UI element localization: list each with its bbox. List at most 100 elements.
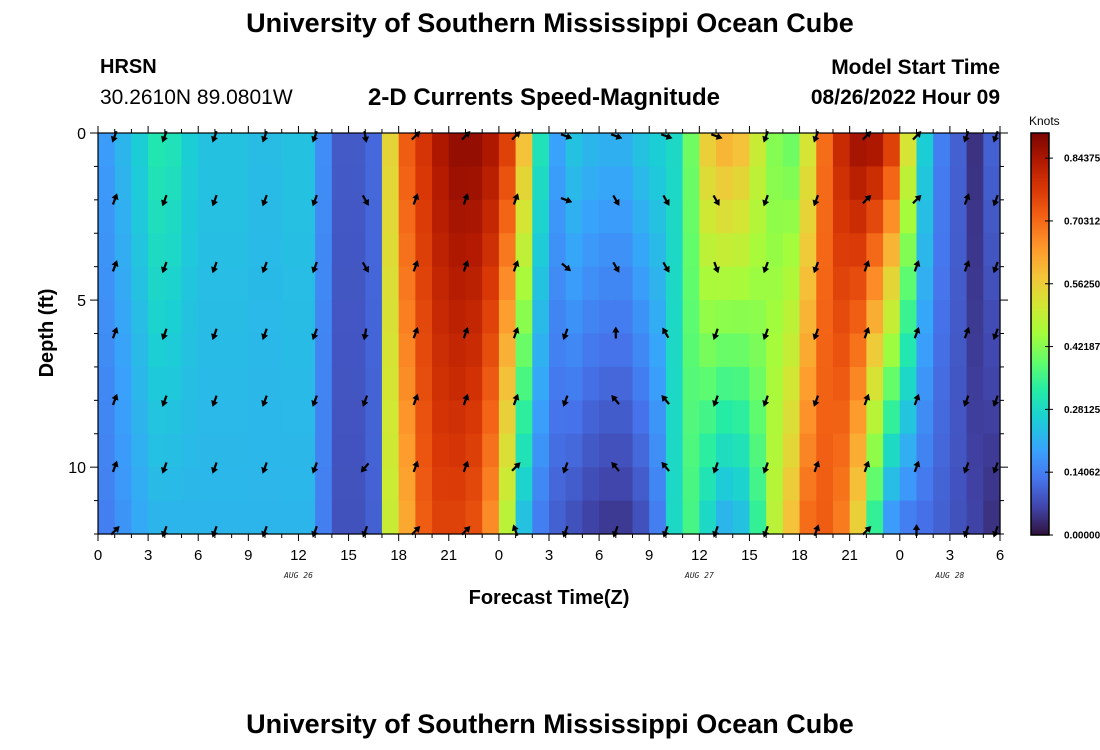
current-arrow (662, 261, 670, 273)
heatmap-cell (365, 366, 383, 401)
x-tick-label: 12 (290, 547, 307, 564)
heatmap-cell (298, 500, 316, 535)
heatmap-cell (899, 133, 918, 168)
heatmap-cell (983, 266, 1001, 301)
current-arrow (712, 261, 720, 274)
heatmap-cell (98, 300, 116, 335)
heatmap-cell (465, 166, 483, 201)
heatmap-cell (348, 500, 366, 535)
heatmap-cell (298, 467, 316, 502)
heatmap-cell (114, 333, 132, 368)
heatmap-cell (498, 133, 517, 168)
heatmap-cell (916, 133, 934, 168)
heatmap-cell (949, 467, 968, 502)
heatmap-cell (315, 233, 333, 268)
heatmap-cell (365, 133, 383, 168)
current-arrow (311, 328, 319, 341)
heatmap-cell (883, 333, 901, 368)
heatmap-cell (665, 266, 684, 301)
heatmap-cell (832, 233, 851, 268)
heatmap-cell (665, 366, 684, 401)
heatmap-cell (148, 199, 166, 234)
heatmap-cell (131, 233, 149, 268)
heatmap-cell (331, 400, 350, 435)
heatmap-cell (448, 500, 467, 535)
heatmap-cell (933, 500, 951, 535)
heatmap-cell (699, 400, 717, 435)
heatmap-cell (849, 133, 867, 168)
current-arrow (662, 194, 670, 206)
heatmap-cell (966, 433, 984, 468)
current-arrow (261, 194, 269, 207)
heatmap-cell (365, 400, 383, 435)
heatmap-cell (131, 366, 149, 401)
heatmap-cell (498, 400, 517, 435)
heatmap-cell (916, 467, 934, 502)
heatmap-cell (599, 300, 617, 335)
heatmap-cell (949, 500, 968, 535)
heatmap-cell (766, 400, 784, 435)
heatmap-cell (782, 366, 801, 401)
heatmap-cell (448, 433, 467, 468)
heatmap-cell (231, 266, 249, 301)
heatmap-cell (248, 266, 266, 301)
heatmap-cell (465, 333, 483, 368)
heatmap-cell (515, 266, 533, 301)
heatmap-cell (816, 233, 834, 268)
heatmap-cell (549, 233, 567, 268)
current-arrow (963, 260, 971, 272)
heatmap-cell (682, 199, 700, 234)
heatmap-cell (582, 366, 600, 401)
heatmap-cell (348, 333, 366, 368)
heatmap-cell (549, 300, 567, 335)
heatmap-cell (933, 366, 951, 401)
heatmap-cell (615, 500, 634, 535)
heatmap-cell (883, 433, 901, 468)
heatmap-cell (331, 333, 350, 368)
current-arrow (762, 395, 770, 407)
heatmap-cell (565, 433, 583, 468)
x-tick-label: 9 (244, 547, 252, 564)
heatmap-cell (799, 300, 817, 335)
heatmap-cell (298, 333, 316, 368)
heatmap-cell (749, 500, 767, 535)
heatmap-cell (699, 333, 717, 368)
heatmap-cell (682, 300, 700, 335)
heatmap-cell (482, 233, 500, 268)
heatmap-cell (231, 199, 249, 234)
x-axis: 0 3 6 9 12 15 18 21 0 3 6 9 12 15 18 21 0 3 6 AUG 26 AUG 27 A… (94, 126, 1004, 580)
heatmap-cell (198, 266, 216, 301)
heatmap-cell (966, 199, 984, 234)
heatmap-cell (131, 500, 149, 535)
heatmap-cell (131, 400, 149, 435)
heatmap-cell (615, 266, 634, 301)
heatmap-cell (816, 366, 834, 401)
heatmap-cell (799, 366, 817, 401)
heatmap-cell (632, 199, 650, 234)
heatmap-cell (649, 300, 667, 335)
heatmap-cell (398, 400, 416, 435)
heatmap-cell (782, 467, 801, 502)
heatmap-cell (231, 467, 249, 502)
heatmap-cell (749, 366, 767, 401)
heatmap-cell (966, 333, 984, 368)
heatmap-cell (498, 500, 517, 535)
heatmap-cell (148, 333, 166, 368)
current-arrow (762, 261, 770, 274)
current-arrow (211, 328, 218, 341)
heatmap-cell (181, 199, 199, 234)
heatmap-cell (782, 199, 801, 234)
current-arrow (863, 393, 871, 406)
heatmap-cell (782, 166, 801, 201)
heatmap-cell (365, 266, 383, 301)
heatmap-cell (331, 166, 350, 201)
heatmap-cell (732, 233, 751, 268)
heatmap-cell (883, 266, 901, 301)
y-axis: 0 5 10 (68, 126, 1008, 535)
heatmap-cell (732, 400, 751, 435)
heatmap-cell (883, 199, 901, 234)
heatmap-cell (131, 199, 149, 234)
heatmap-cell (799, 233, 817, 268)
heatmap-cell (849, 266, 867, 301)
heatmap-cell (665, 500, 684, 535)
